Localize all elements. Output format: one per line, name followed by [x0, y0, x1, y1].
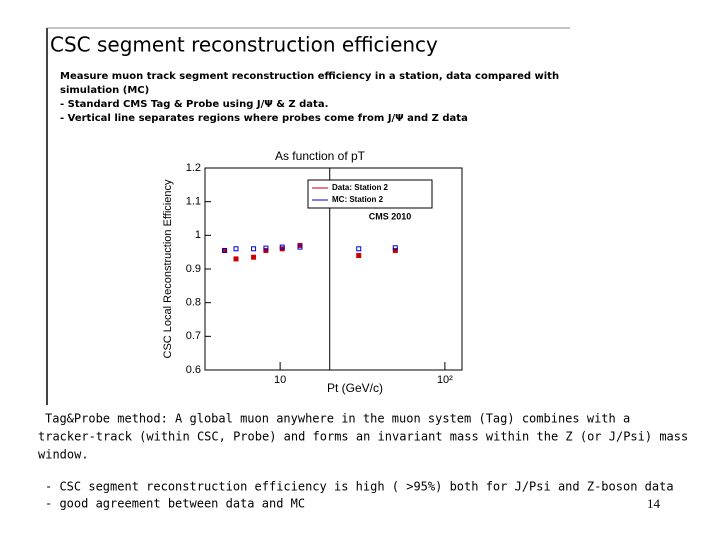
legend-box [307, 179, 433, 209]
bullet: - Standard CMS Tag & Probe using J/Ψ & Z… [60, 99, 328, 110]
bullet: simulation (MC) [60, 85, 149, 96]
y-axis-label: CSC Local Reconstruction Efficiency [162, 179, 174, 358]
y-tick-label: 0.7 [186, 330, 201, 342]
x-tick-label: 10 [274, 374, 286, 386]
legend-label: MC: Station 2 [332, 195, 384, 204]
point [356, 253, 362, 259]
point [233, 256, 239, 262]
point [263, 245, 269, 251]
bullet: - Vertical line separates regions where … [60, 113, 468, 124]
point [251, 246, 257, 252]
point [392, 247, 398, 253]
y-tick-label: 1 [195, 229, 201, 241]
point [222, 247, 228, 253]
slide-title: CSC segment reconstruction efficiency [50, 33, 438, 57]
legend-label: Data: Station 2 [332, 183, 389, 192]
y-tick-label: 1.2 [186, 162, 201, 174]
point [297, 244, 303, 250]
y-tick-label: 1.1 [186, 196, 201, 208]
chart-title: As function of pT [275, 149, 366, 163]
x-axis-label: Pt (GeV/c) [327, 381, 383, 395]
point [233, 246, 239, 252]
point [251, 254, 257, 260]
y-tick-label: 0.6 [186, 364, 201, 376]
point [356, 246, 362, 252]
page-number: 14 [647, 496, 661, 511]
point [392, 245, 398, 251]
conclusion: - good agreement between data and MC [45, 497, 305, 511]
bullet: Measure muon track segment reconstructio… [60, 71, 559, 82]
note-line: tracker-track (within CSC, Probe) and fo… [38, 430, 688, 444]
y-tick-label: 0.8 [186, 297, 201, 309]
x-tick-label: 10² [437, 374, 453, 386]
note-line: Tag&Probe method: A global muon anywhere… [45, 412, 630, 426]
point [279, 244, 285, 250]
point [222, 247, 228, 253]
conclusion: - CSC segment reconstruction efficiency … [45, 480, 674, 494]
note-line: window. [38, 448, 89, 462]
y-tick-label: 0.9 [186, 263, 201, 275]
annotation: CMS 2010 [369, 211, 412, 221]
